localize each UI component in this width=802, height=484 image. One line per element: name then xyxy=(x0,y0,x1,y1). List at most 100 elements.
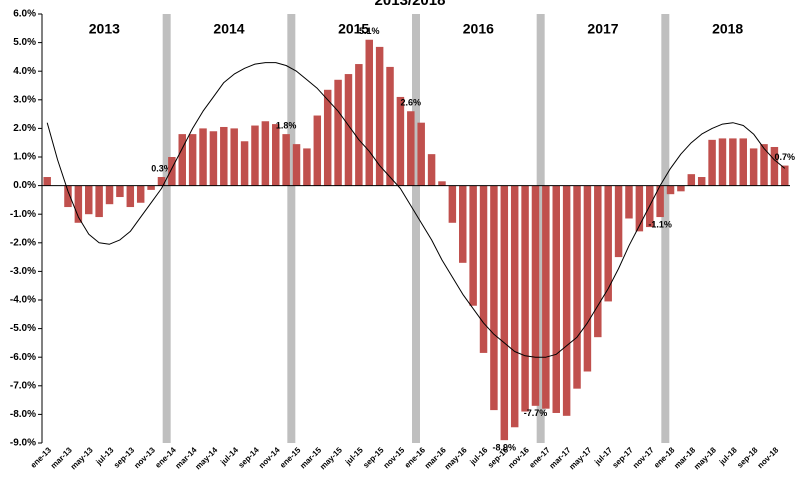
bar xyxy=(85,185,93,215)
bar xyxy=(469,185,477,306)
bar xyxy=(739,138,747,186)
bar xyxy=(614,185,623,258)
bar xyxy=(625,185,633,219)
bar xyxy=(500,185,509,441)
bar xyxy=(490,185,498,411)
year-label: 2015 xyxy=(338,21,369,37)
x-tick-label: nov-14 xyxy=(257,445,282,470)
bar xyxy=(313,115,322,186)
year-separator xyxy=(536,14,545,443)
y-tick-label: 0.0% xyxy=(13,180,36,191)
data-label: -1.1% xyxy=(648,219,672,229)
y-tick-label: -7.0% xyxy=(10,380,36,391)
bar xyxy=(749,148,758,186)
bar xyxy=(542,185,550,409)
bar xyxy=(220,126,228,186)
bar xyxy=(64,185,72,208)
bar xyxy=(531,185,540,406)
bar xyxy=(718,138,727,186)
year-separator xyxy=(162,14,171,443)
y-tick-label: 3.0% xyxy=(13,94,36,105)
bar xyxy=(251,125,259,186)
x-tick-label: nov-15 xyxy=(382,445,407,470)
bar xyxy=(407,111,415,186)
x-tick-label: sep-15 xyxy=(361,445,386,470)
bar xyxy=(427,154,436,186)
year-label: 2018 xyxy=(712,21,743,37)
bar xyxy=(43,177,51,186)
year-label: 2017 xyxy=(587,21,618,37)
data-label: 5.1% xyxy=(359,26,380,36)
y-tick-label: -3.0% xyxy=(10,266,36,277)
bar xyxy=(510,185,519,428)
x-tick-label: nov-18 xyxy=(756,445,781,470)
bar xyxy=(666,185,675,195)
chart-title: 2013/2018 xyxy=(375,0,446,9)
bar xyxy=(334,79,342,186)
bar xyxy=(687,174,696,186)
bar xyxy=(729,138,737,186)
bar xyxy=(604,185,612,302)
bar xyxy=(303,148,311,186)
x-tick-label: may-14 xyxy=(193,445,219,471)
bar xyxy=(552,185,560,413)
bar xyxy=(448,185,457,223)
x-tick-label: nov-17 xyxy=(631,445,656,470)
bar xyxy=(136,185,145,203)
bar xyxy=(199,128,207,186)
y-tick-label: -4.0% xyxy=(10,295,36,306)
bar xyxy=(459,185,467,263)
y-tick-label: -2.0% xyxy=(10,237,36,248)
x-tick-label: may-17 xyxy=(567,445,593,471)
trend-line xyxy=(46,62,786,358)
year-label: 2014 xyxy=(213,21,244,37)
y-tick-label: 6.0% xyxy=(13,9,36,20)
year-separator xyxy=(661,14,670,443)
data-label: -7.7% xyxy=(524,408,548,418)
bar xyxy=(272,124,280,186)
bar xyxy=(116,185,124,198)
bar xyxy=(770,146,779,186)
y-tick-label: -1.0% xyxy=(10,209,36,220)
y-tick-label: 5.0% xyxy=(13,37,36,48)
year-label: 2013 xyxy=(89,21,120,37)
y-tick-label: -6.0% xyxy=(10,352,36,363)
bar xyxy=(355,64,363,186)
year-separator xyxy=(287,14,296,443)
bar xyxy=(292,144,301,186)
bar xyxy=(396,96,405,186)
x-tick-label: sep-17 xyxy=(611,445,636,470)
bar xyxy=(282,134,290,186)
y-tick-label: -8.0% xyxy=(10,409,36,420)
bar xyxy=(760,144,768,186)
y-tick-label: 2.0% xyxy=(13,123,36,134)
y-tick-label: -5.0% xyxy=(10,323,36,334)
bar xyxy=(583,185,592,372)
data-label: -8.9% xyxy=(493,443,517,453)
bar xyxy=(417,122,425,186)
bar xyxy=(209,131,218,186)
x-tick-label: sep-13 xyxy=(112,445,137,470)
bar xyxy=(261,121,270,186)
bar xyxy=(521,185,529,412)
x-tick-label: may-13 xyxy=(69,445,95,471)
bar xyxy=(157,177,166,186)
bar xyxy=(188,134,197,186)
bar xyxy=(562,185,571,416)
data-label: 1.8% xyxy=(276,120,297,130)
bar xyxy=(386,66,394,186)
bar xyxy=(95,185,103,218)
data-label: 0.3% xyxy=(151,163,172,173)
bar xyxy=(323,89,332,186)
year-label: 2016 xyxy=(463,21,494,37)
bar xyxy=(708,139,716,186)
bar xyxy=(365,39,373,186)
x-tick-label: may-16 xyxy=(443,445,469,471)
bar xyxy=(594,185,602,338)
x-tick-label: may-18 xyxy=(692,445,718,471)
bar xyxy=(147,185,155,190)
x-tick-label: sep-18 xyxy=(735,445,760,470)
bar xyxy=(677,185,685,192)
bar xyxy=(375,46,384,186)
